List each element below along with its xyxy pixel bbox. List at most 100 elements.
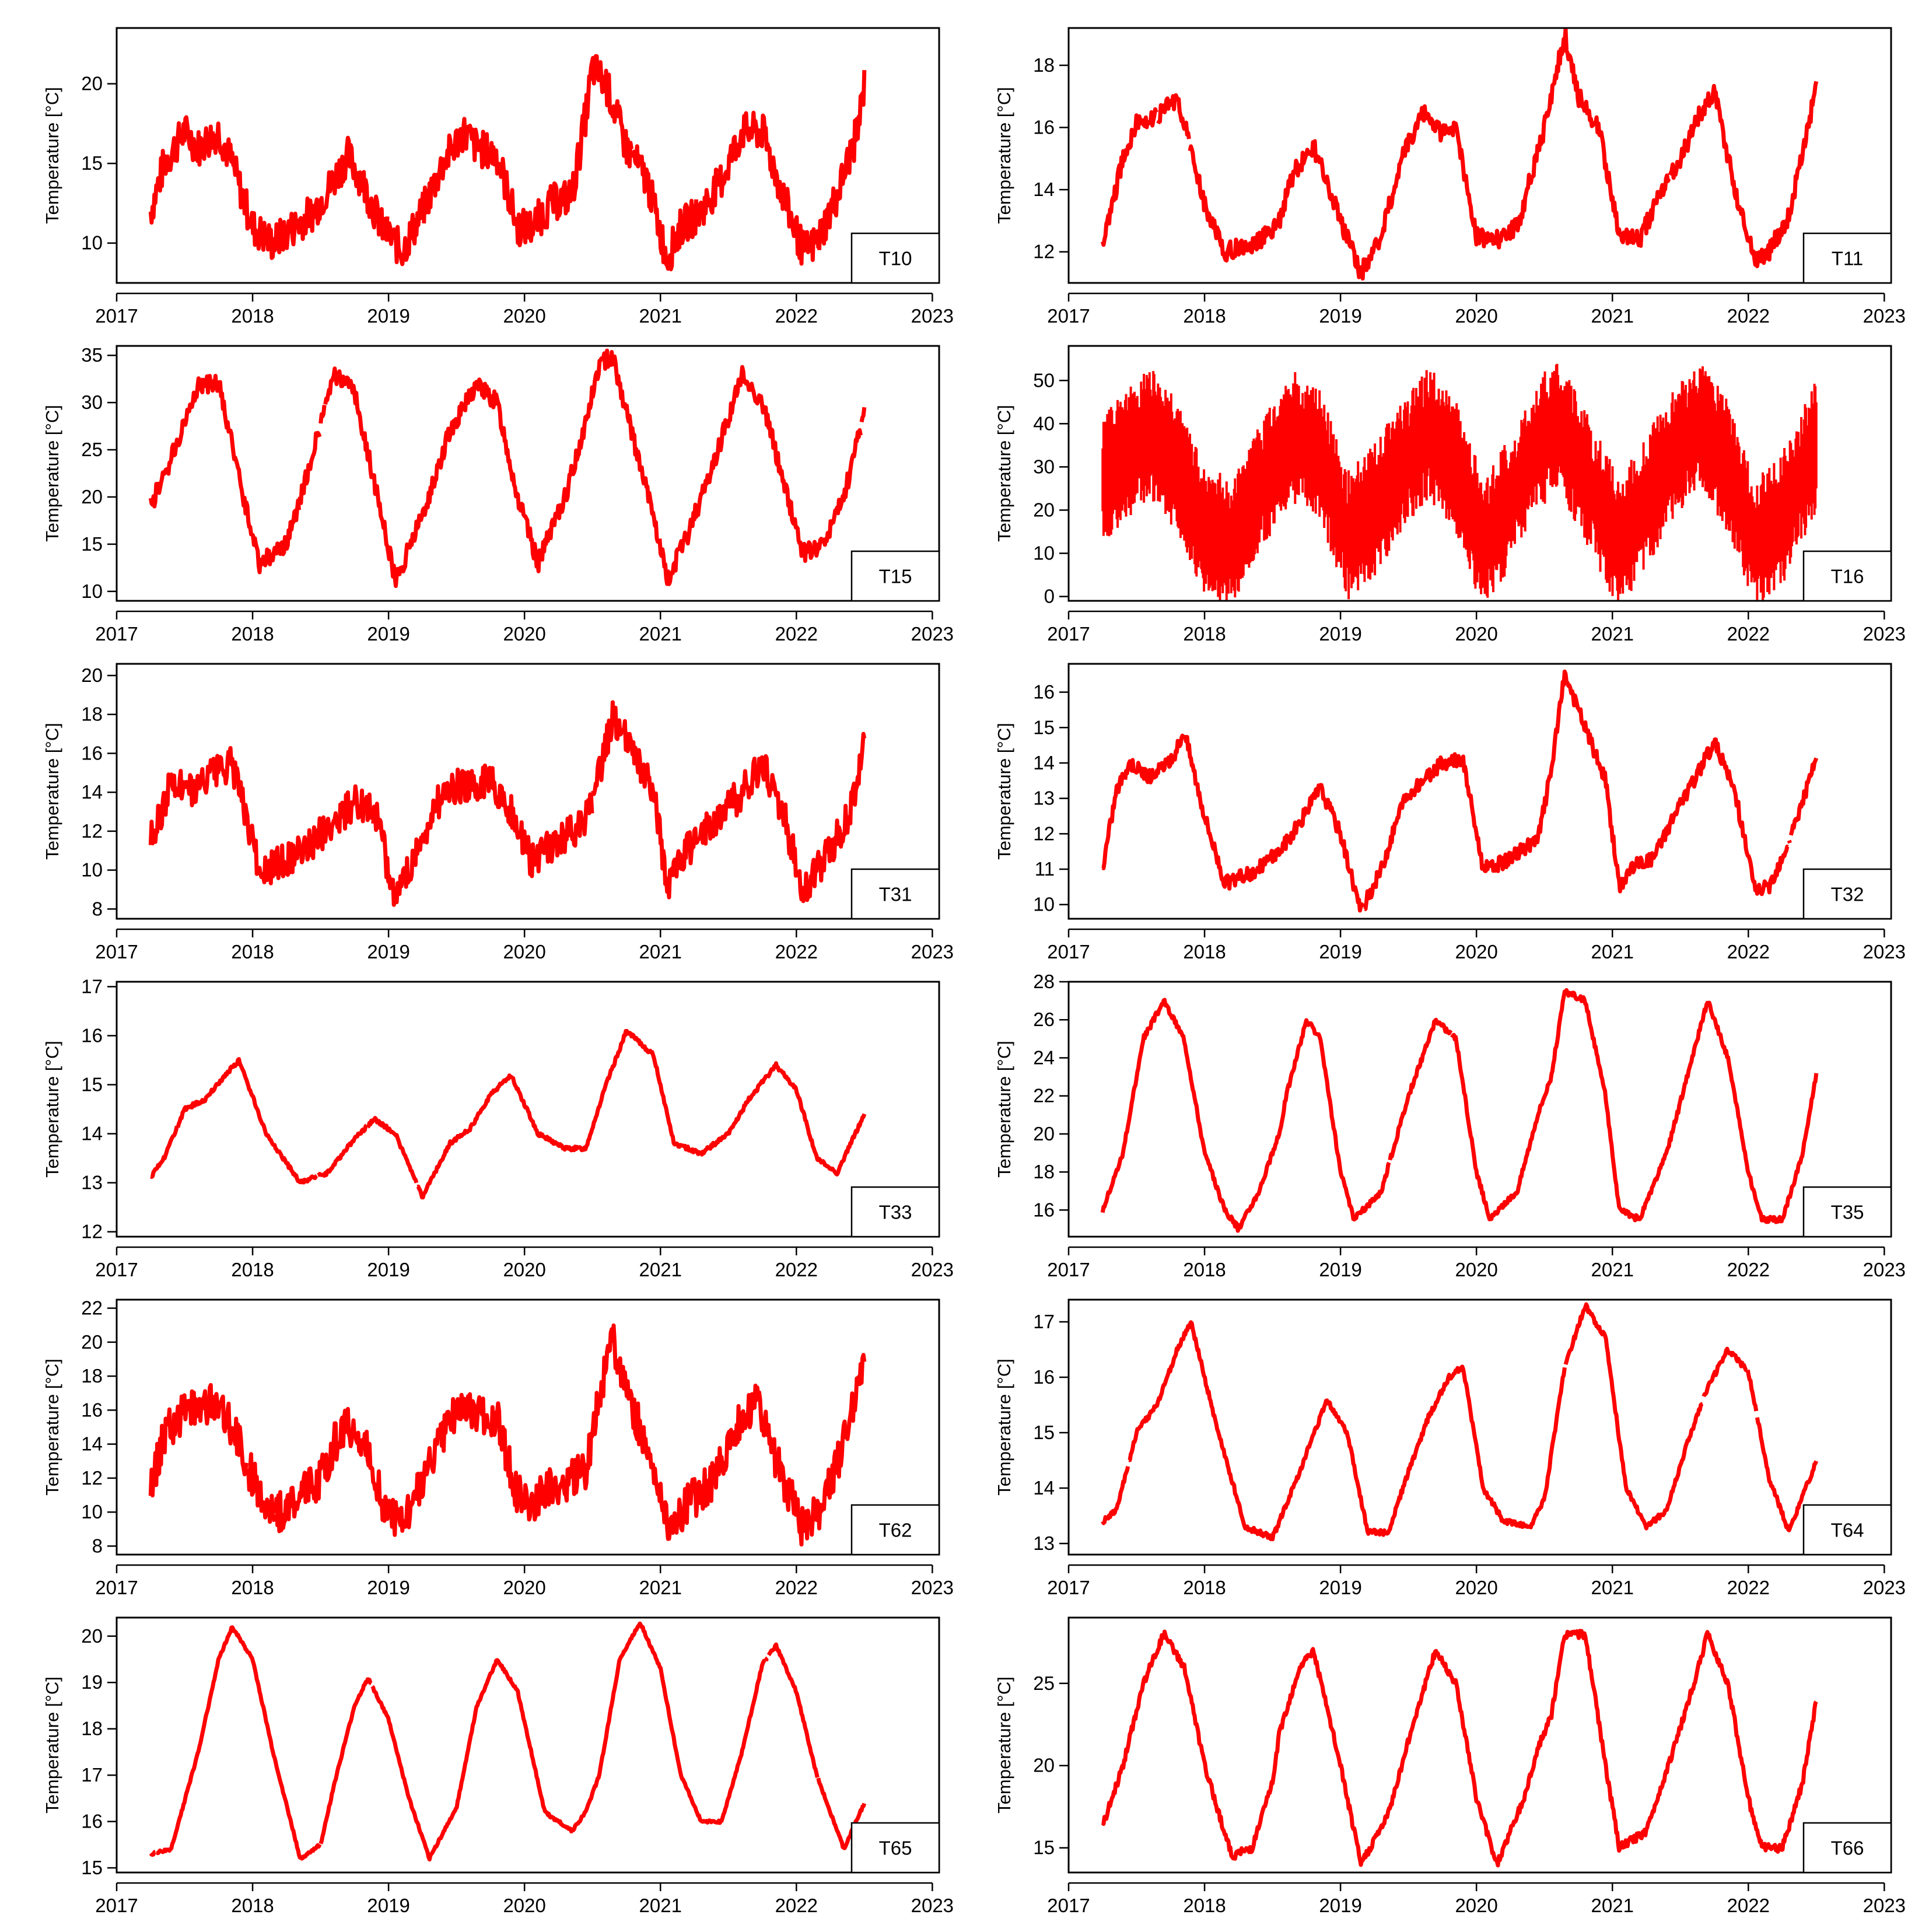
x-axis: 2017 2018 2019 2020 2021 2022 2023: [95, 292, 954, 327]
plot-frame: [1067, 663, 1892, 920]
y-tick-label: 20: [81, 73, 103, 94]
x-tick-label: 2023: [911, 305, 954, 327]
y-tick-label: 25: [1033, 1672, 1055, 1694]
legend-label: T62: [879, 1520, 912, 1541]
y-tick-label: 15: [1033, 1837, 1055, 1859]
x-tick-label: 2018: [1183, 1259, 1226, 1280]
x-tick-label: 2021: [1591, 1895, 1634, 1916]
x-tick-label: 2018: [231, 1259, 274, 1280]
legend-label: T66: [1831, 1838, 1864, 1859]
legend: T64: [1802, 1504, 1892, 1556]
y-tick-label: 0: [1044, 586, 1055, 607]
x-tick-label: 2019: [367, 1577, 409, 1598]
y-tick-label: 35: [81, 344, 103, 366]
y-axis: 12 14 16 18: [1033, 54, 1069, 262]
x-tick-label: 2019: [1319, 305, 1361, 327]
x-tick-label: 2022: [1727, 305, 1770, 327]
y-tick-label: 40: [1033, 412, 1055, 434]
x-tick-label: 2022: [1727, 1895, 1770, 1916]
y-axis-label: Temperature [°C]: [994, 1041, 1014, 1178]
x-axis: 2017 2018 2019 2020 2021 2022 2023: [1047, 292, 1906, 327]
x-tick-label: 2019: [367, 941, 409, 963]
x-axis: 2017 2018 2019 2020 2021 2022 2023: [1047, 1882, 1906, 1916]
legend-box: [1802, 550, 1892, 602]
plot-frame: [115, 345, 940, 602]
y-tick-label: 22: [1033, 1085, 1055, 1107]
x-tick-label: 2020: [503, 1577, 545, 1598]
legend: T10: [850, 232, 940, 284]
x-tick-label: 2020: [1455, 1259, 1497, 1280]
panel-t33: 12 13 14 15 16 17 2017 2018 2019 2020 2021 2022 2023…: [42, 975, 954, 1280]
y-tick-label: 18: [81, 1365, 103, 1387]
y-axis: 10 15 20: [81, 73, 117, 254]
x-tick-label: 2022: [775, 305, 818, 327]
y-tick-label: 20: [81, 1331, 103, 1353]
x-tick-label: 2018: [231, 305, 274, 327]
x-tick-label: 2019: [367, 1259, 409, 1280]
legend-box: [850, 1186, 940, 1238]
y-tick-label: 14: [81, 781, 103, 803]
x-tick-label: 2019: [367, 305, 409, 327]
plot-frame: [1067, 1616, 1892, 1874]
x-tick-label: 2019: [1319, 1577, 1361, 1598]
y-axis: 13 14 15 16 17: [1033, 1311, 1069, 1554]
x-tick-label: 2018: [231, 1895, 274, 1916]
y-tick-label: 20: [1033, 1123, 1055, 1144]
y-tick-label: 15: [81, 1857, 103, 1878]
y-tick-label: 18: [81, 704, 103, 725]
y-tick-label: 8: [92, 898, 103, 919]
x-tick-label: 2022: [775, 941, 818, 963]
y-tick-label: 8: [92, 1535, 103, 1556]
panel-t64: 13 14 15 16 17 2017 2018 2019 2020 2021 2022 2023 Te…: [994, 1298, 1906, 1598]
x-tick-label: 2018: [231, 623, 274, 645]
y-tick-label: 13: [81, 1172, 103, 1194]
legend-label: T16: [1831, 566, 1864, 587]
y-axis-label: Temperature [°C]: [994, 1676, 1014, 1814]
x-tick-label: 2021: [639, 305, 682, 327]
x-tick-label: 2017: [1047, 941, 1090, 963]
panel-t66: 15 20 25 2017 2018 2019 2020 2021 2022 2023 Temper…: [994, 1616, 1906, 1916]
y-tick-label: 18: [1033, 54, 1055, 76]
x-tick-label: 2023: [1863, 305, 1906, 327]
x-tick-label: 2021: [639, 1259, 682, 1280]
data-series-line: [1101, 1629, 1818, 1868]
x-axis: 2017 2018 2019 2020 2021 2022 2023: [1047, 610, 1906, 645]
x-axis: 2017 2018 2019 2020 2021 2022 2023: [95, 1882, 954, 1916]
y-tick-label: 20: [1033, 499, 1055, 520]
legend: T62: [850, 1504, 940, 1556]
y-axis: 12 13 14 15 16 17: [81, 975, 117, 1242]
legend-box: [850, 550, 940, 602]
y-tick-label: 14: [1033, 178, 1055, 200]
x-axis: 2017 2018 2019 2020 2021 2022 2023: [95, 928, 954, 963]
x-tick-label: 2018: [231, 1577, 274, 1598]
x-axis: 2017 2018 2019 2020 2021 2022 2023: [1047, 1564, 1906, 1598]
y-tick-label: 25: [81, 439, 103, 460]
y-tick-label: 28: [1033, 971, 1055, 992]
legend: T31: [850, 868, 940, 920]
y-tick-label: 14: [1033, 752, 1055, 774]
legend-box: [1802, 1504, 1892, 1556]
legend-box: [1802, 868, 1892, 920]
x-tick-label: 2018: [1183, 623, 1226, 645]
y-axis-label: Temperature [°C]: [42, 1041, 62, 1178]
panel-t31: 8 10 12 14 16 18 20 2017 2018 2019 2020 2021 2022 202…: [42, 663, 954, 963]
legend-label: T33: [879, 1202, 912, 1223]
x-tick-label: 2020: [1455, 1895, 1497, 1916]
data-series-line: [148, 54, 867, 272]
legend-label: T32: [1831, 884, 1864, 905]
y-tick-label: 15: [1033, 716, 1055, 738]
x-tick-label: 2019: [1319, 1895, 1361, 1916]
y-tick-label: 16: [81, 1399, 103, 1420]
x-tick-label: 2020: [503, 623, 545, 645]
y-tick-label: 20: [1033, 1755, 1055, 1776]
x-tick-label: 2023: [911, 1259, 954, 1280]
x-tick-label: 2019: [1319, 941, 1361, 963]
x-tick-label: 2017: [1047, 1895, 1090, 1916]
legend-label: T15: [879, 566, 912, 587]
plot-frame: [115, 663, 940, 920]
data-series-line: [148, 700, 867, 907]
x-tick-label: 2021: [639, 941, 682, 963]
x-tick-label: 2020: [503, 1895, 545, 1916]
legend-label: T11: [1832, 248, 1863, 270]
